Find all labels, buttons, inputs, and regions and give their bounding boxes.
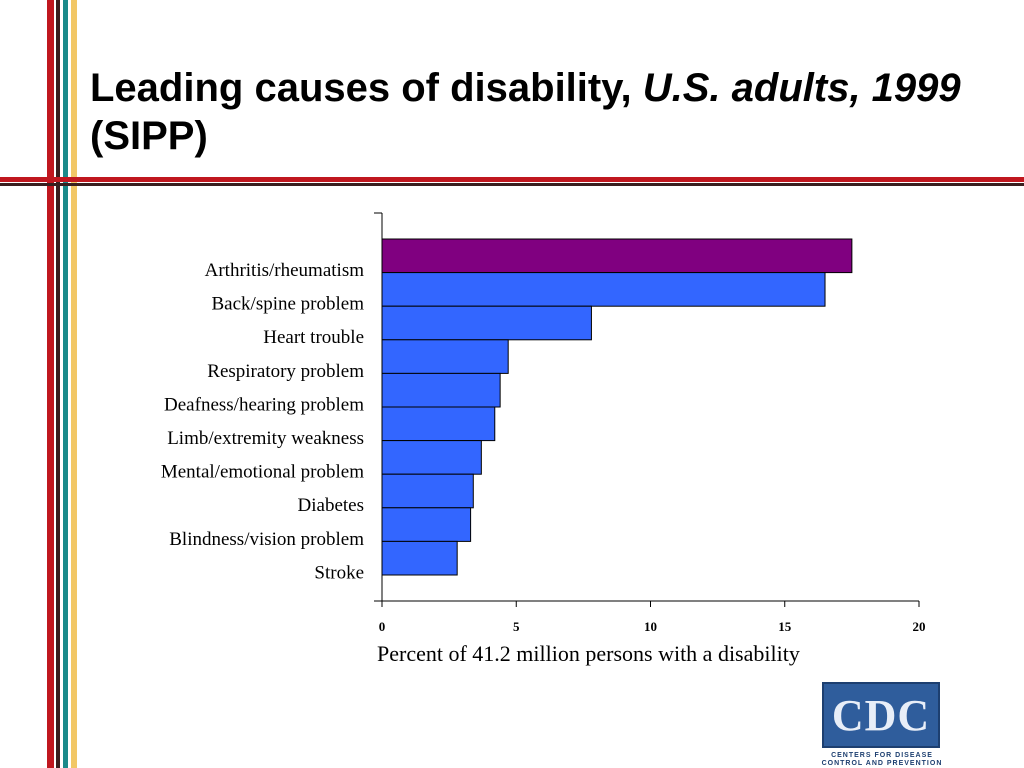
bar: [381, 238, 853, 274]
category-label: Mental/emotional problem: [161, 462, 364, 483]
slide-title: Leading causes of disability, U.S. adult…: [90, 64, 990, 160]
x-axis-label: Percent of 41.2 million persons with a d…: [377, 641, 800, 666]
red-horizontal-stripe: [0, 177, 1024, 182]
bar: [381, 272, 826, 307]
cdc-logo-subtitle: CENTERS FOR DISEASE CONTROL AND PREVENTI…: [818, 752, 946, 768]
x-tick-label: 15: [778, 619, 792, 634]
cdc-logo-text: CDC: [831, 691, 931, 740]
category-label: Respiratory problem: [207, 361, 364, 382]
cdc-logo-subtitle-line1: CENTERS FOR DISEASE: [831, 752, 933, 759]
bar: [381, 473, 474, 509]
category-label: Deafness/hearing problem: [164, 394, 364, 415]
category-label: Arthritis/rheumatism: [205, 260, 365, 281]
category-label: Diabetes: [298, 495, 364, 516]
category-label: Back/spine problem: [212, 294, 365, 315]
dark-horizontal-stripe: [0, 183, 1024, 186]
title-end: (SIPP): [90, 114, 208, 158]
dark-vertical-stripe: [56, 0, 60, 768]
bar: [381, 406, 496, 442]
category-label: Blindness/vision problem: [169, 529, 364, 550]
x-tick-label: 0: [379, 619, 386, 634]
category-label: Stroke: [314, 562, 364, 583]
category-label: Heart trouble: [263, 327, 364, 348]
cdc-logo: CDC CENTERS FOR DISEASE CONTROL AND PREV…: [818, 682, 946, 768]
bar: [381, 305, 592, 341]
category-label: Limb/extremity weakness: [167, 428, 364, 449]
bar: [381, 372, 501, 408]
title-italic: U.S. adults, 1999: [642, 66, 961, 110]
teal-vertical-stripe: [63, 0, 68, 768]
cream-vertical-stripe: [71, 0, 77, 768]
bar: [381, 440, 482, 475]
cdc-logo-subtitle-line2: CONTROL AND PREVENTION: [821, 760, 943, 767]
x-tick-label: 20: [913, 619, 926, 634]
bar: [381, 339, 509, 374]
cdc-logo-box: CDC: [822, 682, 940, 748]
red-vertical-stripe: [47, 0, 54, 768]
disability-bar-chart: 0 5 10 15 20 Arthritis/rheumatism Back/spine p…: [161, 212, 926, 634]
bar: [381, 540, 458, 576]
x-tick-label: 10: [644, 619, 657, 634]
x-tick-label: 5: [513, 619, 520, 634]
bar: [381, 507, 472, 542]
title-main: Leading causes of disability,: [90, 66, 632, 110]
